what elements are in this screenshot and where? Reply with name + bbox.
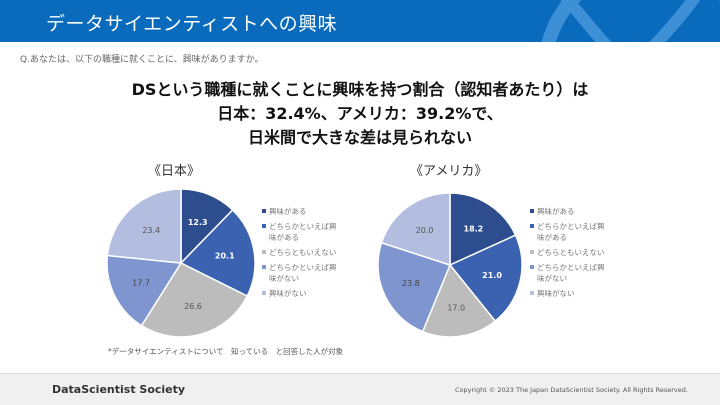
legend-item: 興味がない: [530, 288, 610, 299]
pie-slice: [448, 234, 523, 323]
page-title: データサイエンティストへの興味: [46, 13, 338, 35]
legend-label: 興味がない: [269, 289, 307, 298]
legend-label: どちらかといえば興味がある: [537, 222, 605, 242]
legend-label: どちらかといえば興味がある: [269, 222, 337, 242]
legend-item: 興味がある: [262, 206, 342, 217]
header-bar: データサイエンティストへの興味: [0, 0, 720, 42]
legend-item: どちらともいえない: [530, 247, 610, 258]
pie-slice: [380, 192, 451, 267]
usa-legend: 興味があるどちらかといえば興味があるどちらともいえないどちらかといえば興味がない…: [530, 206, 610, 303]
legend-swatch: [530, 265, 534, 269]
survey-question: Q.あなたは、以下の職種に就くことに、興味がありますか。: [20, 55, 264, 65]
legend-swatch: [262, 250, 266, 254]
data-label: 26.6: [184, 302, 202, 311]
legend-label: 興味がある: [537, 207, 575, 216]
legend-item: どちらかといえば興味がない: [262, 262, 342, 284]
legend-swatch: [530, 209, 534, 213]
copyright: Copyright © 2023 The Japan DataScientist…: [455, 386, 688, 394]
headline-line: DSという職種に就くことに興味を持つ割合（認知者あたり）は: [131, 80, 589, 99]
footnote: *データサイエンティストについて 知っている と回答した人が対象: [108, 347, 344, 356]
legend-label: どちらかといえば興味がない: [269, 263, 337, 283]
legend-label: どちらともいえない: [269, 248, 337, 257]
data-label: 21.0: [482, 271, 502, 280]
legend-item: 興味がない: [262, 288, 342, 299]
legend-label: 興味がある: [269, 207, 307, 216]
data-label: 17.7: [132, 278, 150, 287]
footer: DataScientist Society Copyright © 2023 T…: [0, 373, 720, 405]
legend-label: 興味がない: [537, 289, 575, 298]
pie-slice: [377, 241, 452, 333]
headline-line: 日本：32.4%、アメリカ：39.2%で、: [217, 104, 503, 123]
pie-slice: [449, 192, 517, 267]
pie-slice: [106, 254, 183, 327]
legend-item: どちらともいえない: [262, 247, 342, 258]
data-label: 20.0: [416, 226, 434, 235]
headline: DSという職種に就くことに興味を持つ割合（認知者あたり）は 日本：32.4%、ア…: [0, 78, 720, 150]
legend-swatch: [530, 250, 534, 254]
japan-legend: 興味があるどちらかといえば興味があるどちらともいえないどちらかといえば興味がない…: [262, 206, 342, 303]
data-label: 23.4: [142, 226, 160, 235]
japan-chart-title: 《日本》: [148, 164, 201, 179]
legend-item: どちらかといえば興味がある: [530, 221, 610, 243]
legend-label: どちらともいえない: [537, 248, 605, 257]
pie-slice: [421, 263, 497, 338]
legend-item: どちらかといえば興味がない: [530, 262, 610, 284]
headline-line: 日米間で大きな差は見られない: [247, 128, 472, 147]
globe-decoration-icon: [541, 0, 720, 42]
legend-swatch: [262, 224, 266, 228]
brand-logo-text: DataScientist Society: [52, 383, 186, 396]
pie-slice: [140, 262, 249, 338]
data-label: 12.3: [188, 218, 208, 227]
pie-slice: [179, 208, 256, 298]
legend-swatch: [262, 209, 266, 213]
pie-slice: [106, 188, 182, 264]
legend-swatch: [530, 291, 534, 295]
data-label: 20.1: [215, 252, 235, 261]
data-label: 23.8: [402, 279, 420, 288]
legend-item: どちらかといえば興味がある: [262, 221, 342, 243]
data-label: 17.0: [447, 304, 465, 313]
legend-swatch: [262, 265, 266, 269]
legend-swatch: [262, 291, 266, 295]
legend-swatch: [530, 224, 534, 228]
data-label: 18.2: [464, 225, 484, 234]
legend-item: 興味がある: [530, 206, 610, 217]
legend-label: どちらかといえば興味がない: [537, 263, 605, 283]
usa-chart-title: 《アメリカ》: [410, 164, 488, 179]
